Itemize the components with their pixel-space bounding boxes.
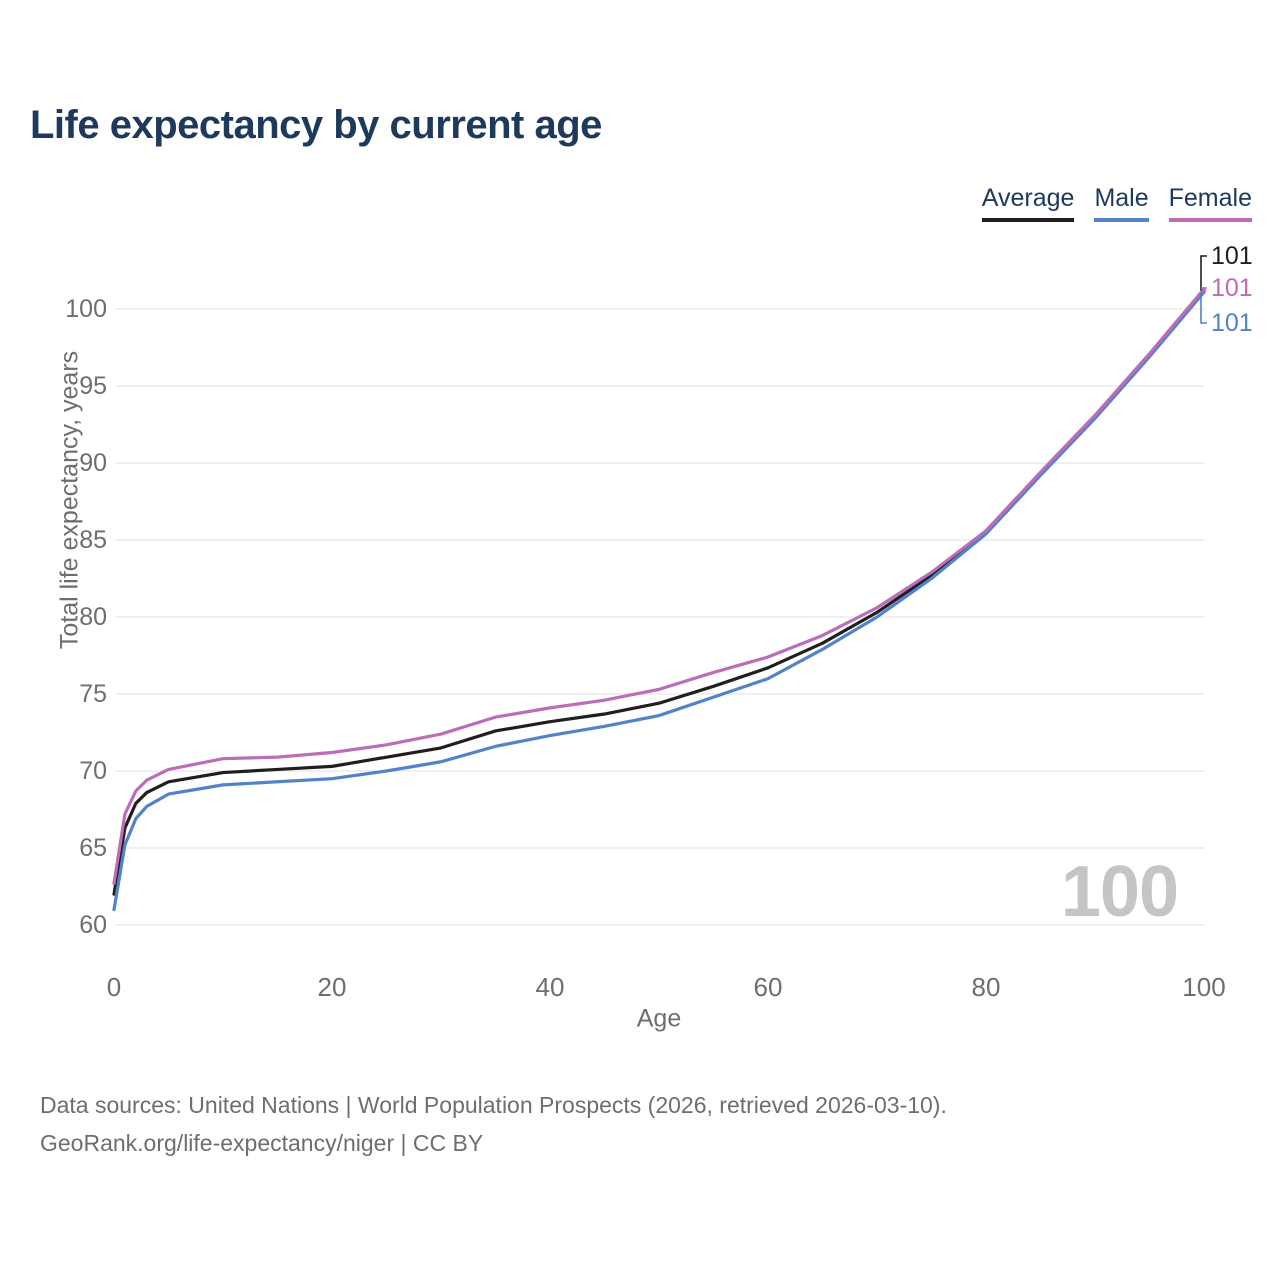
y-tick-label: 80 xyxy=(79,603,107,631)
legend: Average Male Female xyxy=(981,184,1252,222)
x-tick-label: 20 xyxy=(318,972,347,1002)
legend-item-female[interactable]: Female xyxy=(1168,184,1252,222)
footer: Data sources: United Nations | World Pop… xyxy=(40,1086,947,1162)
x-tick-label: 80 xyxy=(972,972,1001,1002)
x-tick-label: 40 xyxy=(536,972,565,1002)
legend-label-male: Male xyxy=(1094,184,1149,212)
footer-data-sources: Data sources: United Nations | World Pop… xyxy=(40,1092,947,1118)
footer-attribution: GeoRank.org/life-expectancy/niger | CC B… xyxy=(40,1130,484,1156)
y-tick-label: 70 xyxy=(79,757,107,785)
y-tick-label: 75 xyxy=(79,680,107,708)
legend-label-female: Female xyxy=(1168,184,1252,212)
y-tick-label: 60 xyxy=(79,911,107,939)
x-tick-label: 100 xyxy=(1182,972,1225,1002)
y-tick-label: 90 xyxy=(79,449,107,477)
end-connector-average xyxy=(1200,255,1207,291)
y-axis-title: Total life expectancy, years xyxy=(55,350,84,650)
y-tick-label: 95 xyxy=(79,372,107,400)
legend-item-male[interactable]: Male xyxy=(1094,184,1149,222)
series-line-female[interactable] xyxy=(112,287,1206,886)
y-tick-label: 100 xyxy=(65,295,107,323)
x-axis-title: Age xyxy=(636,1004,682,1033)
page-title: Life expectancy by current age xyxy=(30,103,602,147)
x-tick-label: 0 xyxy=(107,972,121,1002)
y-tick-label: 65 xyxy=(79,834,107,862)
legend-item-average[interactable]: Average xyxy=(981,184,1075,222)
series-line-male[interactable] xyxy=(112,290,1206,912)
end-label-average: 101 xyxy=(1211,242,1253,270)
end-connector-male xyxy=(1200,292,1207,324)
x-tick-label: 60 xyxy=(754,972,783,1002)
age-watermark: 100 xyxy=(1060,852,1179,932)
y-tick-label: 85 xyxy=(79,526,107,554)
end-label-male: 101 xyxy=(1211,309,1253,337)
series-line-average[interactable] xyxy=(112,288,1206,896)
end-label-female: 101 xyxy=(1211,274,1253,302)
legend-label-average: Average xyxy=(981,184,1075,212)
